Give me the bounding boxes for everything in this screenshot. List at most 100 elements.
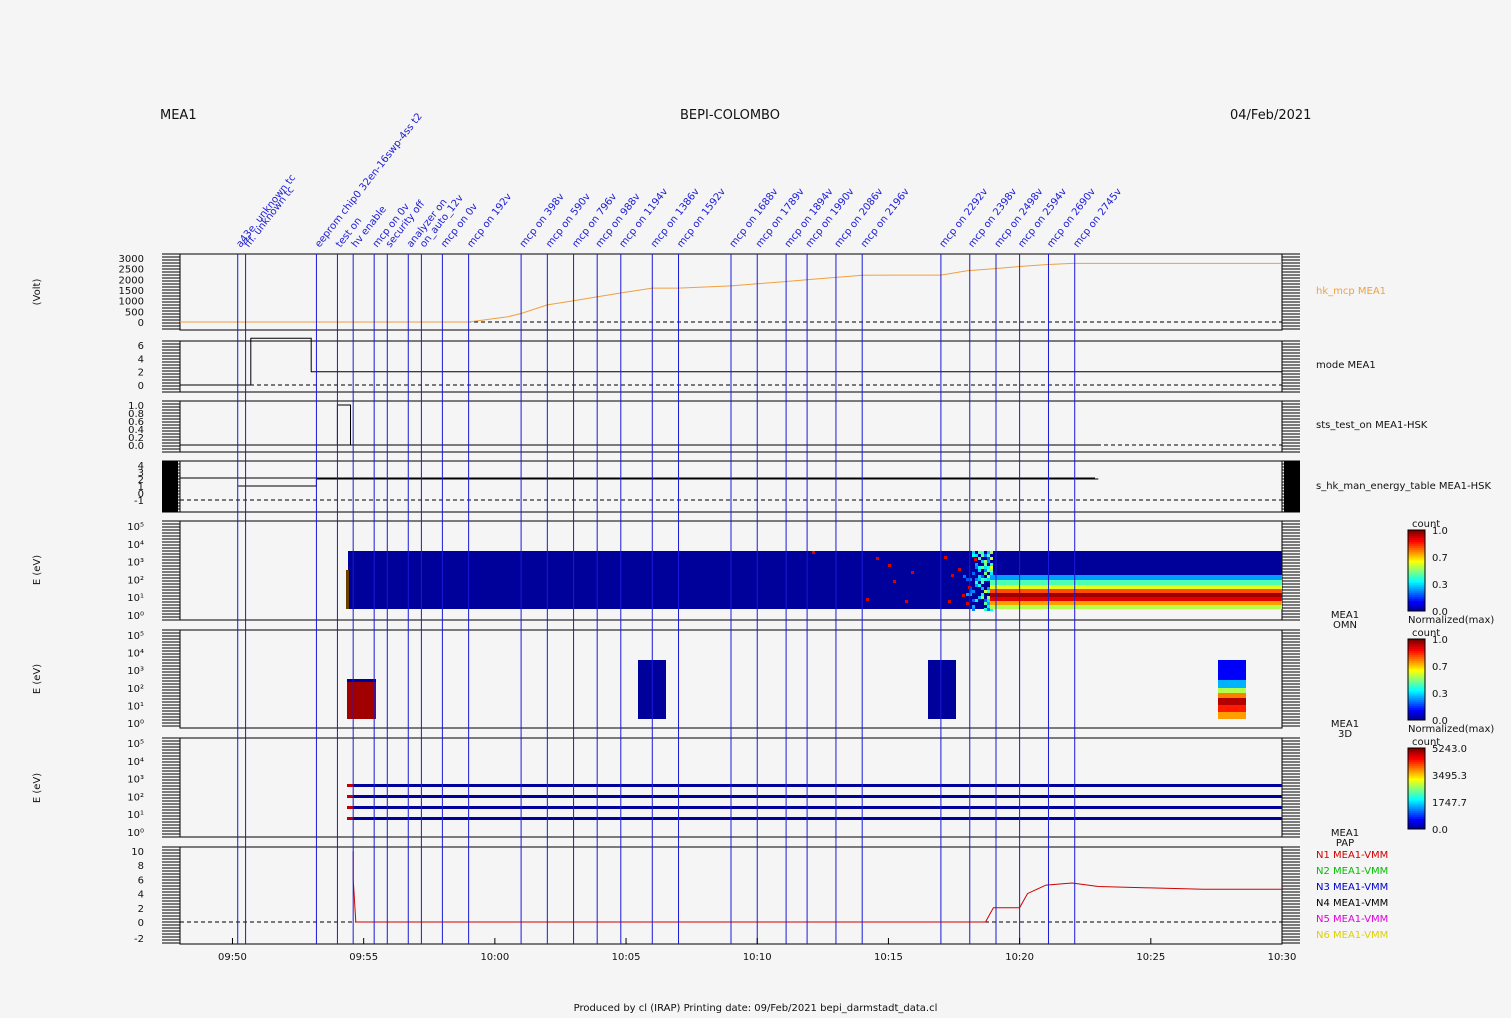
omni-speck — [888, 564, 891, 567]
pap-energy-start — [347, 806, 353, 809]
colorbar-step — [1408, 560, 1425, 563]
y-tick-label: 10⁴ — [127, 649, 144, 660]
colorbar-step — [1408, 604, 1425, 608]
colorbar-step — [1408, 590, 1425, 594]
omni-cell — [984, 578, 987, 581]
omni-cell — [984, 569, 987, 572]
y-tick-label: 10⁵ — [127, 739, 144, 750]
event-label: mcp on 2292v — [938, 186, 991, 249]
y-tick-label: 6 — [138, 341, 144, 352]
date-label: 04/Feb/2021 — [1230, 108, 1312, 123]
tick-comb-vmm — [162, 846, 1300, 944]
colorbar-step — [1408, 691, 1425, 695]
omni-cell — [984, 590, 987, 593]
y-tick-label: 0.6 — [128, 417, 144, 428]
spectrogram-label: MEA1 — [1331, 610, 1359, 621]
colorbar-step — [1408, 695, 1425, 699]
colorbar-step — [1408, 804, 1425, 808]
event-label: fff. unknown tc — [242, 185, 296, 250]
colorbar-step — [1408, 554, 1425, 557]
colorbar-step — [1408, 772, 1425, 775]
omni-speck — [962, 594, 965, 597]
omni-cell — [981, 587, 984, 590]
colorbar-step — [1408, 750, 1425, 753]
energy-table-left-block — [162, 461, 178, 512]
omni-cell — [984, 572, 987, 575]
colorbar-step — [1408, 602, 1425, 606]
y-tick-label: 3 — [138, 468, 144, 479]
omni-cell — [987, 551, 990, 554]
colorbar-step — [1408, 687, 1425, 691]
y-tick-label: 10⁵ — [127, 522, 144, 533]
omni-cell — [975, 554, 978, 557]
y-tick-label: 10 — [131, 847, 144, 858]
colorbar-step — [1408, 713, 1425, 717]
omni-cell — [987, 602, 990, 605]
omni-cell — [966, 578, 969, 581]
y-tick-label: 10⁰ — [127, 719, 144, 730]
omni-cell — [987, 566, 990, 569]
y-tick-label: 1.0 — [128, 401, 144, 412]
y-tick-label: 2000 — [119, 275, 144, 286]
colorbar-step — [1408, 776, 1425, 779]
colorbar-tick: 3495.3 — [1432, 771, 1467, 782]
omni-cell — [978, 575, 981, 578]
event-label: mcp on 1789v — [754, 186, 807, 249]
colorbar-step — [1408, 796, 1425, 800]
colorbar-step — [1408, 538, 1425, 541]
threed-block-red — [347, 679, 376, 719]
colorbar-step — [1408, 768, 1425, 771]
sts-series-label: sts_test_on MEA1-HSK — [1316, 420, 1428, 431]
mode-series-label: mode MEA1 — [1316, 360, 1376, 371]
colorbar-step — [1408, 824, 1425, 828]
colorbar-step — [1408, 792, 1425, 796]
pap-energy-line — [347, 795, 1282, 798]
colorbar-step — [1408, 532, 1425, 535]
colorbar-step — [1408, 643, 1425, 646]
colorbar-step — [1408, 530, 1425, 533]
colorbar-step — [1408, 594, 1425, 598]
colorbar-step — [1408, 788, 1425, 792]
colorbar-unit: count — [1412, 737, 1440, 748]
y-tick-label: 0 — [138, 918, 144, 929]
colorbar-step — [1408, 816, 1425, 820]
omni-cell — [990, 572, 993, 575]
colorbar-step — [1408, 661, 1425, 664]
omni-colorbar — [1407, 529, 1426, 612]
colorbar-step — [1408, 701, 1425, 705]
omni-cell — [975, 599, 978, 602]
omni-band — [990, 605, 1282, 609]
colorbar-step — [1408, 766, 1425, 769]
colorbar-step — [1408, 762, 1425, 765]
colorbar-step — [1408, 550, 1425, 553]
colorbar-unit: count — [1412, 628, 1440, 639]
colorbar-step — [1408, 814, 1425, 818]
colorbar-step — [1408, 641, 1425, 644]
colorbar-step — [1408, 748, 1425, 751]
colorbar-step — [1408, 667, 1425, 670]
omni-cell — [984, 608, 987, 611]
event-label: mcp on 2196v — [859, 186, 912, 249]
colorbar-tick: 1747.7 — [1432, 798, 1467, 809]
y-tick-label: 10² — [127, 575, 144, 586]
omni-cell — [969, 590, 972, 593]
y-tick-label: 3000 — [119, 254, 144, 265]
colorbar-tick: 0.7 — [1432, 553, 1448, 564]
vmm-legend-entry: N1 MEA1-VMM — [1316, 850, 1388, 861]
y-tick-label: 2 — [138, 904, 144, 915]
omni-band — [990, 585, 1282, 589]
omni-cell — [987, 596, 990, 599]
colorbar-scale-label: Normalized(max) — [1408, 615, 1494, 626]
colorbar-step — [1408, 673, 1425, 676]
colorbar-step — [1408, 697, 1425, 701]
colorbar-step — [1408, 758, 1425, 761]
omni-speck — [812, 551, 815, 554]
colorbar-step — [1408, 568, 1425, 571]
colorbar-step — [1408, 790, 1425, 794]
energy-table-line — [237, 478, 1099, 487]
omni-cell — [987, 599, 990, 602]
colorbar-step — [1408, 576, 1425, 580]
pap-energy-start — [347, 795, 353, 798]
omni-speck — [958, 568, 961, 571]
